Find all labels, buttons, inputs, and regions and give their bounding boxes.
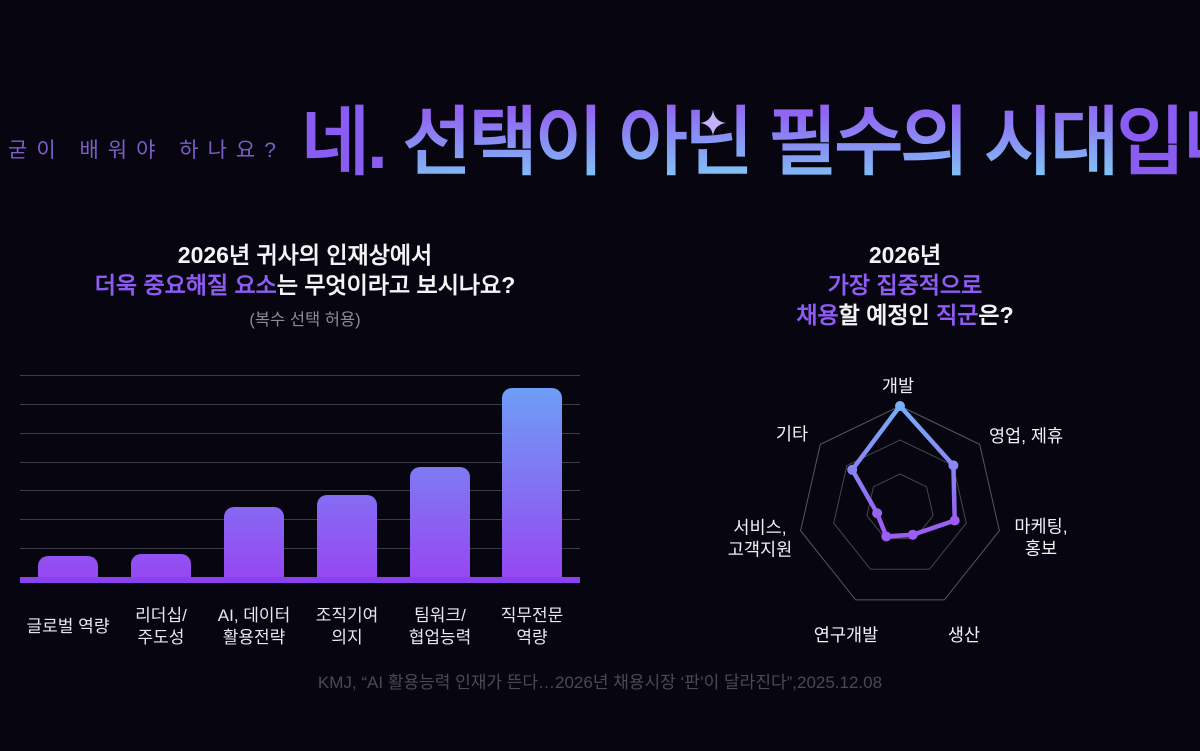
bar-category-label: 리더십/주도성 [135,605,187,647]
radar-axis-label: 마케팅, 홍보 [1014,516,1068,559]
bar-chart-gridline [20,403,580,405]
bar-5 [502,388,562,577]
bar-title-highlight: 더욱 중요해질 요소 [94,272,277,298]
bar-chart-category-labels: 글로벌 역량 리더십/주도성 AI, 데이터 활용전략 조직기여 의지 팀워크/협업능력 직무… [0,601,620,653]
bar-chart-gridline [20,548,580,550]
sparkle-icon [700,110,726,136]
radar-title-hl2: 직군 [936,302,979,328]
headline: 네. 선택이 아닌 필수의 시대입니다! [301,101,1200,184]
radar-axis-label: 서비스, 고객지원 [727,517,793,560]
radar-title-line2: 가장 집중적으로 [827,272,983,298]
radar-axis-label: 개발 [881,375,915,396]
bar-category-label: 직무전문 역량 [500,605,564,647]
radar-chart-svg [800,401,1000,601]
bar-title-line2: 더욱 중요해질 요소는 무엇이라고 보시나요? [15,270,595,300]
headline-part-ne: 네. [301,100,403,184]
bar-chart-gridline [20,375,580,376]
bar-chart-gridline [20,461,580,463]
radar-title-hl1: 채용 [796,302,839,328]
bar-3 [317,495,377,577]
radar-axis-label: 연구개발 [813,624,879,645]
headline-part-era: 입니다! [1116,100,1200,184]
bar-0 [38,556,98,577]
bar-title-line1: 2026년 귀사의 인재상에서 [177,242,433,268]
bar-category-label: AI, 데이터 활용전략 [217,605,291,647]
bar-chart-gridline [20,519,580,521]
bar-category-label: 조직기여 의지 [315,605,379,647]
radar-title-line3: 채용할 예정인 직군은? [700,300,1110,330]
bar-1 [131,554,191,577]
bar-chart-axis-line [20,577,580,583]
bar-chart-title: 2026년 귀사의 인재상에서 더욱 중요해질 요소는 무엇이라고 보시나요? … [15,240,595,335]
radar-axis-label: 영업, 제휴 [988,425,1064,446]
bar-category-label: 글로벌 역량 [26,616,110,636]
kicker-text: 굳이 배워야 하나요? [8,139,285,162]
bar-category-label: 팀워크/협업능력 [408,605,472,647]
radar-chart-title: 2026년 가장 집중적으로 채용할 예정인 직군은? [700,240,1110,330]
headline-part-choice: 선택이 아닌 [402,100,769,184]
radar-axis-label: 기타 [775,423,809,444]
source-citation: KMJ, “AI 활용능력 인재가 뜬다…2026년 채용시장 ‘판’이 달라진… [317,673,883,692]
bar-2 [224,507,284,577]
bar-4 [410,467,470,577]
headline-part-necessity: 필수의 시대 [768,100,1119,184]
bar-chart-subtitle: (복수 선택 허용) [249,311,361,329]
radar-title-line1: 2026년 [868,242,942,268]
bar-chart-gridline [20,490,580,492]
radar-axis-label: 생산 [947,624,981,645]
bar-chart-gridline [20,432,580,434]
radar-title-mid: 할 예정인 [838,302,937,328]
radar-title-end: 은? [978,302,1014,328]
bar-chart [20,375,580,583]
bar-title-rest: 는 무엇이라고 보시나요? [276,272,516,298]
